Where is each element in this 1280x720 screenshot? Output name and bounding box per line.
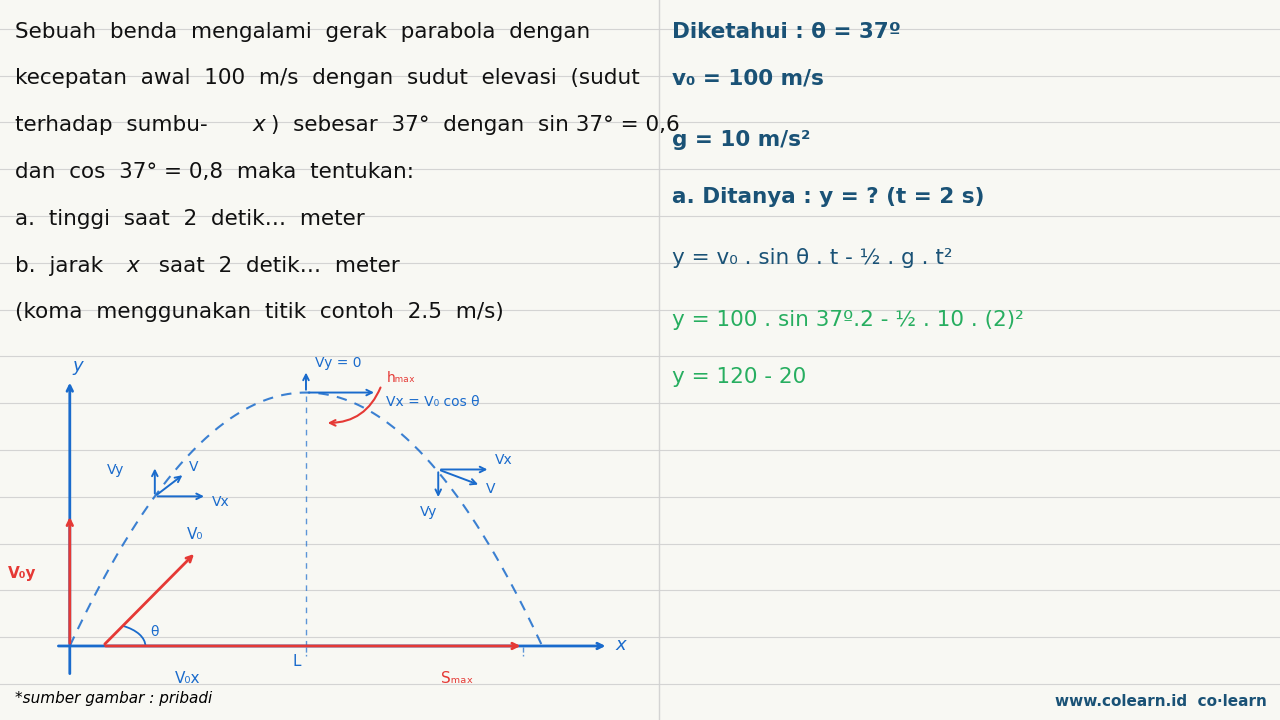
Text: y = 120 - 20: y = 120 - 20: [672, 367, 806, 387]
Text: V: V: [189, 460, 198, 474]
Text: www.colearn.id  co·learn: www.colearn.id co·learn: [1055, 694, 1267, 709]
Text: terhadap  sumbu-: terhadap sumbu-: [15, 115, 207, 135]
Text: saat  2  detik…  meter: saat 2 detik… meter: [145, 256, 399, 276]
Text: kecepatan  awal  100  m/s  dengan  sudut  elevasi  (sudut: kecepatan awal 100 m/s dengan sudut elev…: [15, 68, 640, 89]
Text: a. Ditanya : y = ? (t = 2 s): a. Ditanya : y = ? (t = 2 s): [672, 187, 984, 207]
Text: Sₘₐₓ: Sₘₐₓ: [442, 671, 474, 686]
Text: V₀x: V₀x: [175, 671, 201, 686]
Text: x: x: [127, 256, 140, 276]
Text: x: x: [616, 636, 626, 654]
Text: x: x: [252, 115, 265, 135]
Text: V₀y: V₀y: [8, 566, 37, 581]
Text: b.  jarak: b. jarak: [15, 256, 118, 276]
Text: Vx: Vx: [495, 454, 513, 467]
Text: Diketahui : θ = 37º: Diketahui : θ = 37º: [672, 22, 901, 42]
Text: *sumber gambar : pribadi: *sumber gambar : pribadi: [15, 690, 212, 706]
Text: y = 100 . sin 37º.2 - ½ . 10 . (2)²: y = 100 . sin 37º.2 - ½ . 10 . (2)²: [672, 310, 1024, 330]
Text: Sebuah  benda  mengalami  gerak  parabola  dengan: Sebuah benda mengalami gerak parabola de…: [15, 22, 590, 42]
Text: dan  cos  37° = 0,8  maka  tentukan:: dan cos 37° = 0,8 maka tentukan:: [15, 162, 415, 182]
Text: y: y: [72, 357, 83, 375]
Text: Vx = V₀ cos θ: Vx = V₀ cos θ: [387, 395, 480, 409]
Text: g = 10 m/s²: g = 10 m/s²: [672, 130, 810, 150]
Text: L: L: [292, 654, 301, 670]
Text: Vx: Vx: [211, 495, 229, 510]
Text: a.  tinggi  saat  2  detik…  meter: a. tinggi saat 2 detik… meter: [15, 209, 365, 229]
Text: hₘₐₓ: hₘₐₓ: [387, 372, 415, 385]
Text: y = v₀ . sin θ . t - ½ . g . t²: y = v₀ . sin θ . t - ½ . g . t²: [672, 248, 952, 269]
Text: Vy: Vy: [420, 505, 438, 519]
Text: θ: θ: [150, 625, 159, 639]
Text: v₀ = 100 m/s: v₀ = 100 m/s: [672, 68, 824, 89]
Text: (koma  menggunakan  titik  contoh  2.5  m/s): (koma menggunakan titik contoh 2.5 m/s): [15, 302, 504, 323]
Text: )  sebesar  37°  dengan  sin 37° = 0,6: ) sebesar 37° dengan sin 37° = 0,6: [271, 115, 680, 135]
Text: Vy: Vy: [106, 463, 124, 477]
Text: Vy = 0: Vy = 0: [315, 356, 362, 370]
Text: V₀: V₀: [187, 527, 204, 542]
Text: V: V: [485, 482, 495, 496]
